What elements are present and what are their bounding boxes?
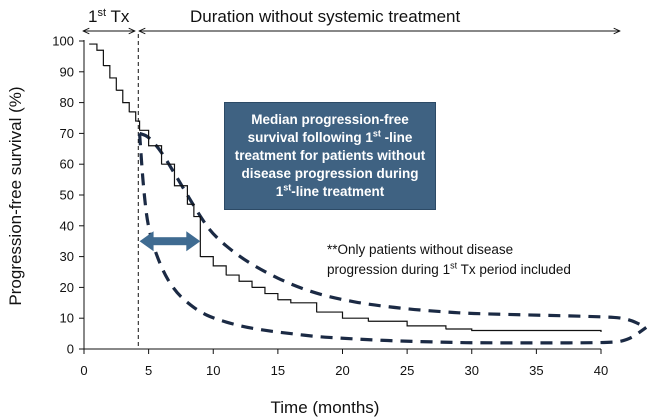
- x-tick-label: 10: [206, 363, 220, 378]
- x-tick-label: 20: [335, 363, 349, 378]
- median-arrow-head: [186, 231, 201, 252]
- note-line-2: progression during 1st Tx period include…: [327, 260, 571, 277]
- median-arrow-shaft: [149, 237, 191, 246]
- x-tick-label: 5: [145, 363, 152, 378]
- x-tick-label: 40: [594, 363, 608, 378]
- y-ticks: 0 10 20 30 40 50 60 70 80 90 100: [52, 34, 84, 357]
- y-tick-label: 90: [60, 64, 74, 79]
- y-tick-label: 0: [67, 342, 74, 357]
- y-tick-label: 50: [60, 188, 74, 203]
- x-tick-label: 35: [529, 363, 543, 378]
- note-line-1: **Only patients without disease: [327, 242, 514, 257]
- callout-line-2: survival following 1st -line: [247, 128, 413, 145]
- y-tick-label: 80: [60, 95, 74, 110]
- callout-line-3: treatment for patients without: [234, 148, 426, 163]
- duration-label: Duration without systemic treatment: [190, 7, 460, 26]
- median-pfs-callout-box: Median progression-free survival followi…: [224, 102, 436, 210]
- patients-note: **Only patients without disease progress…: [327, 240, 637, 280]
- lower-bound-dashed-curve: [137, 133, 648, 345]
- x-axis-label: Time (months): [271, 398, 380, 417]
- callout-line-1: Median progression-free: [251, 112, 409, 127]
- y-tick-label: 100: [52, 34, 74, 49]
- y-axis-label: Progression-free survival (%): [6, 86, 25, 305]
- pfs-step-curve: [89, 43, 602, 333]
- y-tick-label: 60: [60, 157, 74, 172]
- y-tick-label: 10: [60, 311, 74, 326]
- first-tx-label: 1st Tx: [88, 7, 130, 26]
- y-tick-label: 70: [60, 126, 74, 141]
- median-arrow-head: [139, 231, 154, 252]
- x-tick-label: 0: [80, 363, 87, 378]
- x-tick-label: 25: [400, 363, 414, 378]
- callout-line-5: 1st-line treatment: [275, 182, 385, 199]
- x-ticks: 0 5 10 15 20 25 30 35 40: [80, 349, 608, 378]
- median-pfs-double-arrow: [139, 231, 201, 252]
- callout-line-4: disease progression during: [241, 166, 419, 181]
- y-tick-label: 40: [60, 218, 74, 233]
- y-tick-label: 30: [60, 249, 74, 264]
- y-tick-label: 20: [60, 280, 74, 295]
- x-tick-label: 30: [465, 363, 479, 378]
- x-tick-label: 15: [271, 363, 285, 378]
- upper-bound-dashed-curve: [139, 131, 648, 329]
